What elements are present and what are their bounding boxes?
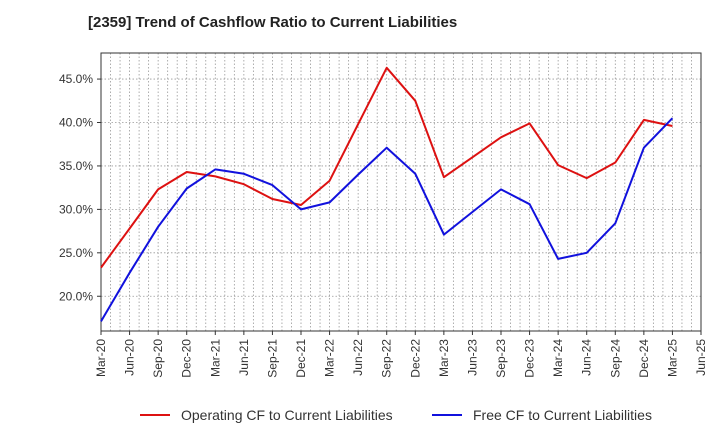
x-tick-label: Dec-24 [637, 339, 651, 378]
x-tick-label: Dec-21 [294, 339, 308, 378]
y-tick-label: 45.0% [59, 72, 93, 86]
legend-label: Operating CF to Current Liabilities [181, 407, 393, 423]
x-tick-label: Dec-22 [408, 339, 422, 378]
x-tick-label: Mar-21 [208, 339, 222, 377]
x-tick-label: Sep-20 [151, 339, 165, 378]
grid-layer [100, 53, 702, 331]
series-line-free-cf [100, 117, 674, 322]
y-tick-label: 20.0% [59, 289, 93, 303]
x-tick-label: Sep-21 [265, 339, 279, 378]
x-tick-label: Sep-23 [494, 339, 508, 378]
x-tick-label: Jun-20 [123, 339, 137, 376]
x-tick-label: Sep-24 [608, 339, 622, 378]
chart-title: [2359] Trend of Cashflow Ratio to Curren… [88, 14, 458, 31]
x-tick-label: Jun-22 [351, 339, 365, 376]
x-tick-label: Sep-22 [380, 339, 394, 378]
legend-label: Free CF to Current Liabilities [473, 407, 652, 423]
series-layer [100, 66, 674, 322]
x-tick-label: Jun-24 [580, 339, 594, 376]
series-line-operating-cf [100, 66, 673, 269]
y-tick-label: 40.0% [59, 116, 93, 130]
x-tick-label: Dec-23 [523, 339, 537, 378]
x-tick-label: Mar-20 [94, 339, 108, 377]
x-tick-label: Mar-22 [323, 339, 337, 377]
x-tick-label: Mar-23 [437, 339, 451, 377]
plot-frame [100, 52, 702, 332]
legend-layer: Operating CF to Current Liabilities Free … [140, 407, 652, 423]
y-tick-label: 30.0% [59, 202, 93, 216]
axis-layer: 20.0% 25.0% 30.0% 35.0% 40.0% 45.0% Mar-20 Jun-… [59, 52, 708, 378]
x-tick-label: Jun-25 [694, 339, 708, 376]
x-tick-label: Mar-24 [551, 339, 565, 377]
y-tick-label: 25.0% [59, 246, 93, 260]
x-tick-label: Dec-20 [180, 339, 194, 378]
x-tick-label: Jun-23 [465, 339, 479, 376]
y-tick-label: 35.0% [59, 159, 93, 173]
x-tick-label: Jun-21 [237, 339, 251, 376]
x-tick-label: Mar-25 [665, 339, 679, 377]
plot-area [101, 53, 701, 331]
